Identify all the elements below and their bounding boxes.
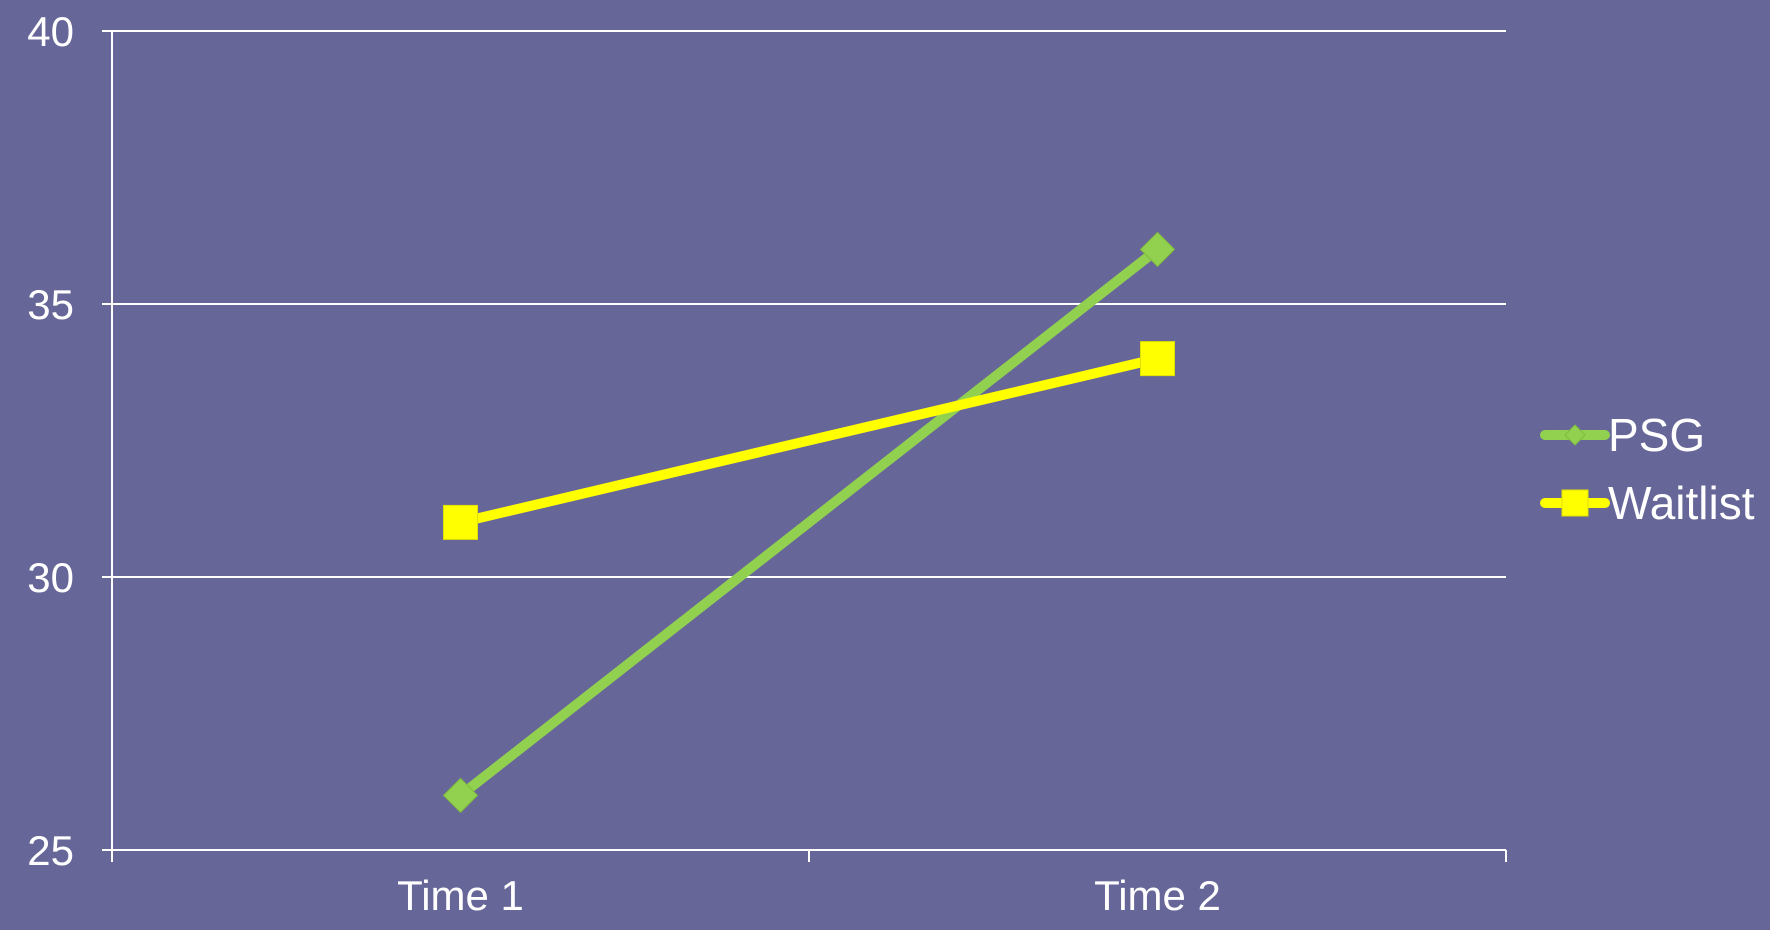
legend-marker bbox=[1561, 489, 1589, 517]
data-point bbox=[1139, 231, 1176, 268]
legend-label: Waitlist bbox=[1608, 477, 1755, 529]
series-line bbox=[459, 353, 1159, 528]
y-tick-label: 40 bbox=[27, 8, 74, 55]
x-tick-label: Time 2 bbox=[1094, 872, 1221, 919]
series-psg bbox=[442, 231, 1176, 814]
legend-item: Waitlist bbox=[1540, 477, 1755, 529]
legend: PSG Waitlist bbox=[1540, 409, 1755, 529]
legend-item: PSG bbox=[1540, 409, 1705, 461]
y-tick-label: 30 bbox=[27, 554, 74, 601]
series-line bbox=[457, 245, 1161, 800]
axes bbox=[102, 30, 1507, 862]
gridlines bbox=[112, 30, 1506, 578]
series-waitlist bbox=[443, 341, 1175, 540]
data-point bbox=[442, 777, 479, 814]
tick-labels: 25 30 35 40 Time 1 Time 2 bbox=[27, 8, 1221, 919]
legend-marker bbox=[1564, 424, 1586, 446]
y-tick-label: 35 bbox=[27, 281, 74, 328]
data-point bbox=[1140, 341, 1175, 377]
legend-label: PSG bbox=[1608, 409, 1705, 461]
series-layer bbox=[442, 231, 1176, 814]
y-tick-label: 25 bbox=[27, 827, 74, 874]
data-point bbox=[443, 504, 478, 540]
x-tick-label: Time 1 bbox=[397, 872, 524, 919]
